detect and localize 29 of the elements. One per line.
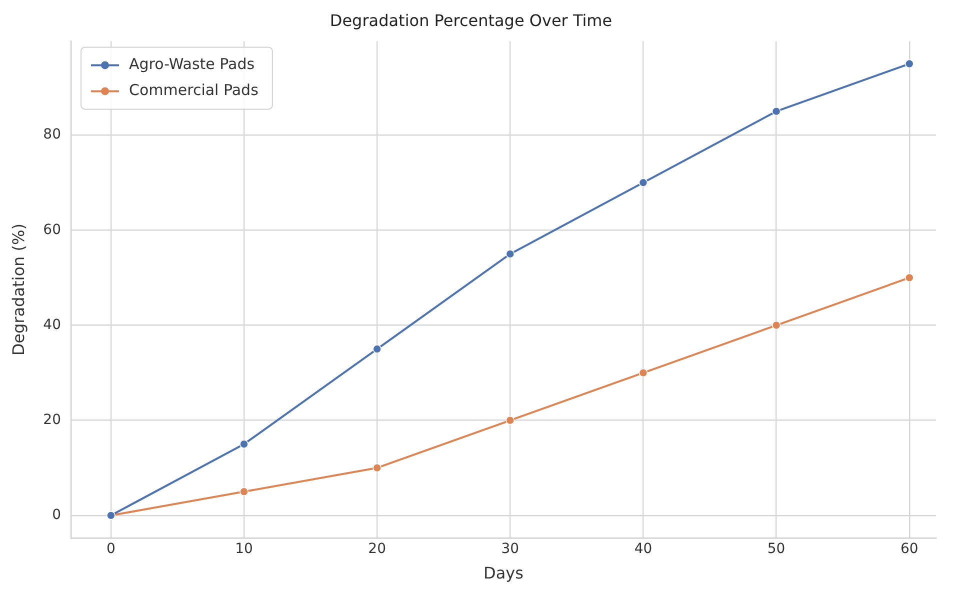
- point: [904, 59, 914, 68]
- y-tick-label: 80: [43, 126, 62, 143]
- point: [506, 250, 515, 258]
- y-tick-label: 20: [43, 412, 62, 428]
- x-tick-label: 60: [900, 541, 918, 558]
- y-tick-label: 0: [52, 507, 62, 524]
- point: [772, 320, 781, 330]
- point: [372, 344, 382, 354]
- y-axis-title: Degradation (%): [8, 224, 28, 356]
- point: [904, 273, 914, 282]
- point: [372, 463, 382, 472]
- point: [638, 368, 648, 378]
- x-tick-label: 50: [767, 541, 786, 558]
- legend-label: Agro-Waste Pads: [129, 55, 255, 74]
- point: [240, 440, 248, 449]
- x-tick-label: 20: [368, 541, 386, 558]
- x-tick-label: 40: [634, 541, 652, 558]
- point: [638, 178, 648, 188]
- point: [772, 106, 781, 116]
- y-tick-label: 60: [43, 222, 62, 238]
- point: [506, 416, 515, 425]
- chart-title: Degradation Percentage Over Time: [330, 10, 612, 30]
- legend-label: Commercial Pads: [129, 81, 259, 100]
- x-tick-label: 30: [501, 541, 520, 558]
- x-tick-label: 0: [106, 541, 116, 558]
- y-tick-label: 40: [43, 316, 62, 333]
- x-axis-title: Days: [484, 564, 524, 583]
- point: [240, 487, 248, 496]
- x-tick-label: 10: [235, 541, 253, 558]
